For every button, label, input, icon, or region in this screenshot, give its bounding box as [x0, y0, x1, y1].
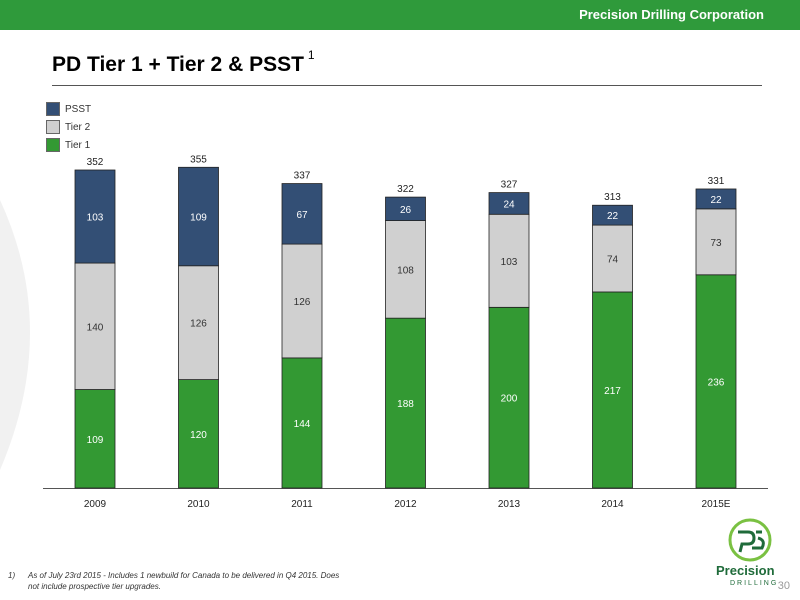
bar-tier1-2015E — [695, 274, 737, 489]
data-label-psst-2015E: 22 — [710, 195, 722, 206]
x-tick-label-2010: 2010 — [187, 499, 210, 510]
bar-psst-2011 — [281, 183, 323, 245]
bar-tier1-2010 — [178, 379, 219, 489]
x-tick-label-2015E: 2015E — [702, 499, 731, 510]
data-label-tier2-2015E: 73 — [710, 238, 722, 249]
total-label-2013: 327 — [501, 180, 518, 191]
total-label-2015E: 331 — [708, 176, 725, 187]
bar-tier2-2012 — [385, 220, 426, 319]
legend-item-psst: PSST — [46, 100, 91, 118]
x-tick-label-2011: 2011 — [291, 499, 313, 510]
bar-tier2-2010 — [178, 265, 219, 380]
bar-psst-2010 — [178, 166, 219, 267]
data-label-tier1-2011: 144 — [294, 419, 311, 430]
bar-tier1-2009 — [74, 389, 116, 489]
logo-subtext: DRILLING — [730, 580, 779, 587]
legend-swatch-tier2 — [46, 120, 60, 134]
legend-label-tier2: Tier 2 — [65, 121, 91, 133]
bar-tier2-2011 — [281, 243, 323, 359]
data-label-tier1-2009: 109 — [87, 435, 104, 446]
footnote-marker: 1) — [8, 571, 16, 580]
data-label-tier2-2010: 126 — [190, 319, 207, 330]
x-tick-label-2009: 2009 — [84, 499, 107, 510]
x-tick-label-2014: 2014 — [601, 499, 624, 510]
legend-item-tier1: Tier 1 — [46, 136, 91, 154]
data-label-tier2-2013: 103 — [501, 257, 518, 268]
precision-drilling-logo-icon — [728, 518, 772, 562]
data-label-psst-2013: 24 — [503, 199, 515, 210]
bar-psst-2009 — [74, 169, 116, 264]
legend-swatch-tier1 — [46, 138, 60, 152]
data-label-tier1-2015E: 236 — [708, 377, 725, 388]
data-label-psst-2010: 109 — [190, 213, 207, 224]
bar-psst-2013 — [488, 192, 530, 215]
bar-tier2-2013 — [488, 213, 530, 308]
company-name: Precision Drilling Corporation — [579, 7, 764, 22]
total-label-2014: 313 — [604, 192, 621, 203]
legend-swatch-psst — [46, 102, 60, 116]
page-number: 30 — [777, 580, 790, 592]
slide-title: PD Tier 1 + Tier 2 & PSST 1 — [52, 48, 315, 77]
footnote: 1) As of July 23rd 2015 - Includes 1 new… — [8, 570, 348, 592]
chart-legend: PSST Tier 2 Tier 1 — [46, 100, 91, 154]
legend-label-tier1: Tier 1 — [65, 139, 91, 151]
bar-psst-2015E — [695, 188, 737, 210]
bar-tier1-2014 — [592, 291, 633, 489]
bar-tier1-2011 — [281, 357, 323, 489]
header-bar: Precision Drilling Corporation — [0, 0, 800, 30]
data-label-tier1-2010: 120 — [190, 430, 207, 441]
title-divider — [52, 85, 762, 86]
total-label-2010: 355 — [190, 154, 207, 165]
bar-psst-2014 — [592, 204, 633, 226]
data-label-tier1-2013: 200 — [501, 394, 518, 405]
data-label-tier2-2009: 140 — [87, 322, 104, 333]
bar-tier1-2012 — [385, 317, 426, 489]
data-label-psst-2014: 22 — [607, 211, 619, 222]
x-tick-label-2012: 2012 — [394, 499, 417, 510]
data-label-psst-2011: 67 — [296, 210, 308, 221]
legend-item-tier2: Tier 2 — [46, 118, 91, 136]
bar-psst-2012 — [385, 196, 426, 221]
data-label-tier1-2014: 217 — [604, 386, 621, 397]
data-label-tier2-2012: 108 — [397, 265, 414, 276]
title-footnote-mark: 1 — [307, 48, 315, 62]
bar-tier2-2014 — [592, 224, 633, 293]
data-label-psst-2012: 26 — [400, 205, 412, 216]
total-label-2011: 337 — [294, 171, 311, 182]
slide-title-text: PD Tier 1 + Tier 2 & PSST — [52, 53, 304, 76]
data-label-tier2-2011: 126 — [294, 297, 311, 308]
data-label-tier1-2012: 188 — [397, 399, 414, 410]
total-label-2009: 352 — [87, 157, 104, 168]
logo-wordmark: Precision — [716, 563, 775, 578]
data-label-tier2-2014: 74 — [607, 255, 619, 266]
legend-label-psst: PSST — [65, 103, 92, 115]
bar-tier1-2013 — [488, 306, 530, 489]
data-label-psst-2009: 103 — [87, 213, 104, 224]
footnote-text: As of July 23rd 2015 - Includes 1 newbui… — [28, 571, 340, 591]
bar-tier2-2015E — [695, 208, 737, 276]
bar-tier2-2009 — [74, 262, 116, 390]
x-tick-label-2013: 2013 — [498, 499, 521, 510]
total-label-2012: 322 — [397, 184, 414, 195]
